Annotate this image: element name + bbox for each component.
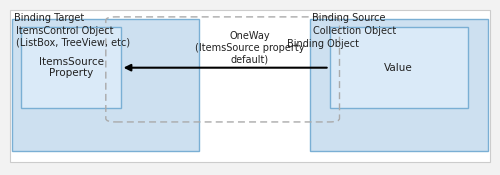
FancyBboxPatch shape xyxy=(310,19,488,151)
Text: Binding Object: Binding Object xyxy=(288,39,360,49)
FancyBboxPatch shape xyxy=(330,27,468,108)
Text: Value: Value xyxy=(384,63,413,73)
Text: ItemsControl Object
(ListBox, TreeView, etc): ItemsControl Object (ListBox, TreeView, … xyxy=(16,26,130,47)
Text: OneWay
(ItemsSource property
default): OneWay (ItemsSource property default) xyxy=(195,31,305,64)
Text: ItemsSource
Property: ItemsSource Property xyxy=(38,57,104,79)
Text: Binding Source: Binding Source xyxy=(312,13,386,23)
Text: Binding Target: Binding Target xyxy=(14,13,84,23)
FancyBboxPatch shape xyxy=(22,27,120,108)
FancyBboxPatch shape xyxy=(10,10,490,162)
Text: Collection Object: Collection Object xyxy=(312,26,396,36)
FancyBboxPatch shape xyxy=(12,19,199,151)
